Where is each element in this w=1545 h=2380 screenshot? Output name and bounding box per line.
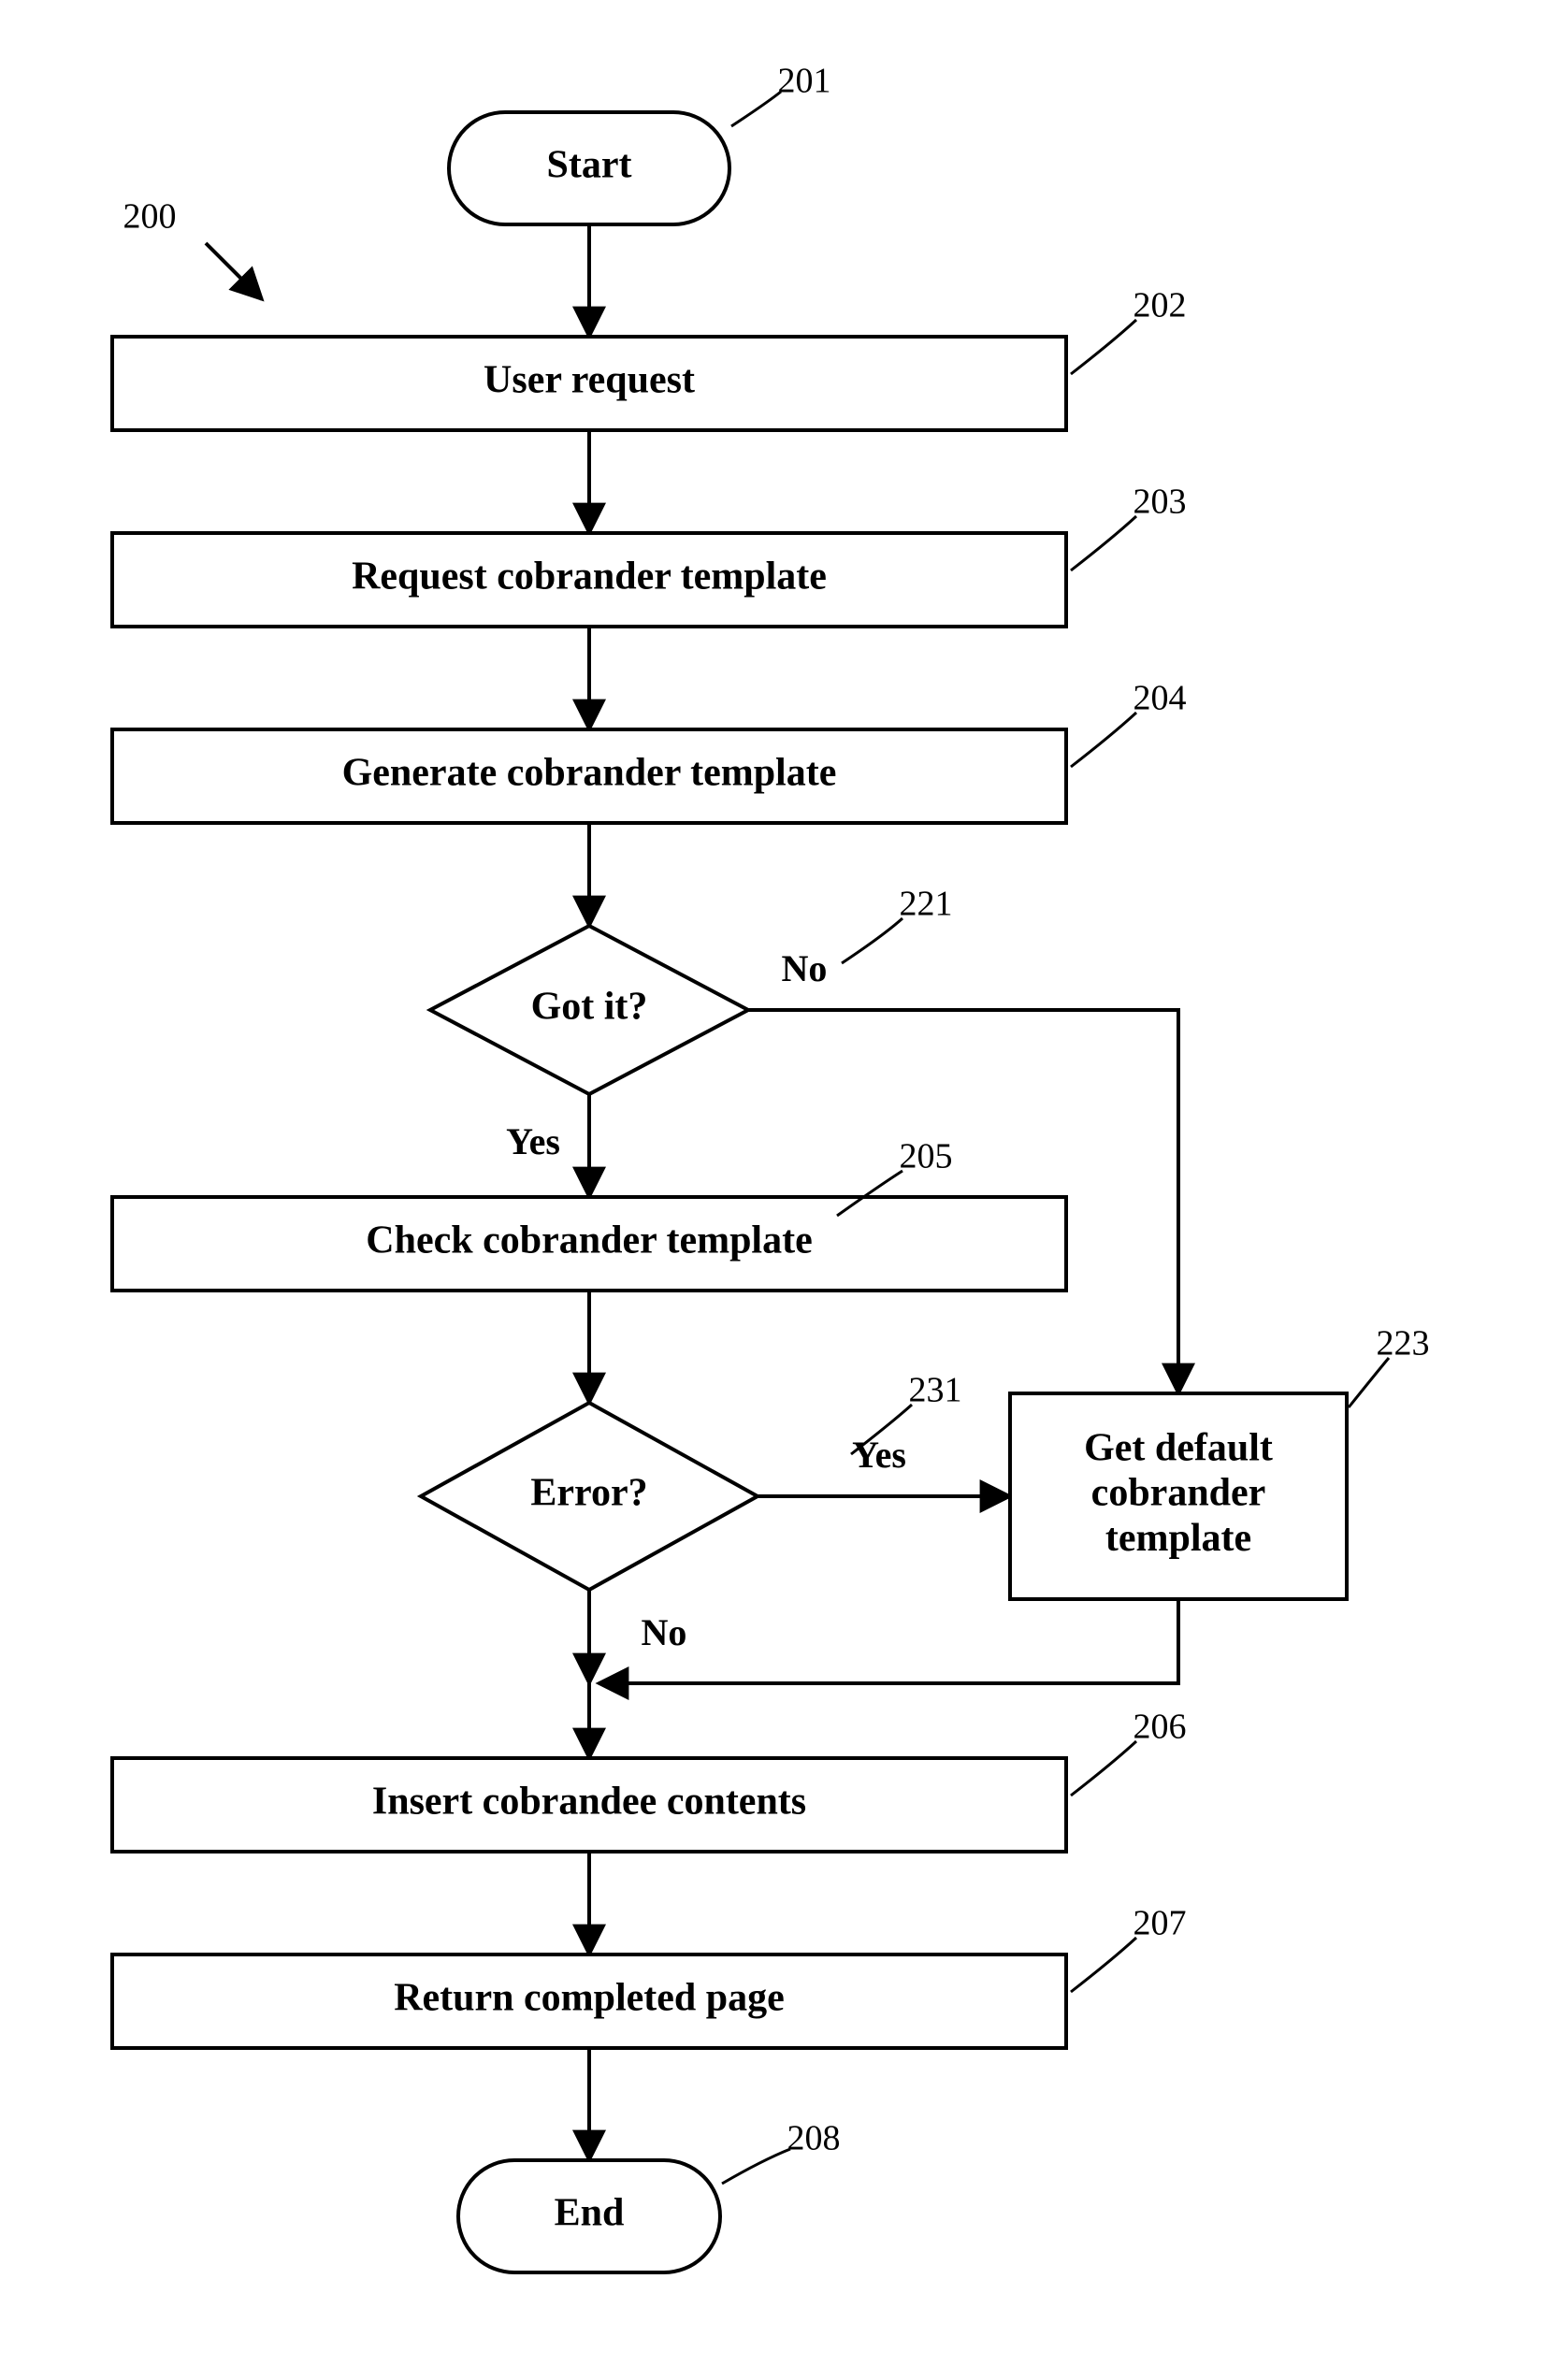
ref-223: 223 (1377, 1324, 1430, 1363)
ref-201: 201 (778, 62, 831, 101)
edge-label-221-223: No (782, 947, 828, 989)
node-label-208: End (555, 2192, 625, 2235)
node-label-223-line2: template (1105, 1517, 1251, 1560)
edge-label-231-merge: No (642, 1611, 687, 1653)
node-label-223-line1: cobrander (1091, 1472, 1266, 1515)
ref-202: 202 (1133, 286, 1187, 325)
node-label-205: Check cobrander template (366, 1219, 812, 1262)
ref-221: 221 (900, 885, 953, 924)
node-label-206: Insert cobrandee contents (372, 1781, 806, 1824)
figure-ref: 200 (123, 197, 177, 237)
edge-label-231-223: Yes (852, 1434, 906, 1476)
ref-207: 207 (1133, 1904, 1187, 1943)
node-label-204: Generate cobrander template (342, 752, 837, 795)
node-label-207: Return completed page (394, 1977, 785, 2020)
ref-208: 208 (787, 2119, 841, 2158)
node-label-201: Start (547, 144, 632, 187)
ref-206: 206 (1133, 1708, 1187, 1747)
flowchart-svg: Yes No Yes No Start 201 User request 202 Request… (0, 0, 1545, 2380)
node-label-203: Request cobrander template (352, 555, 827, 599)
ref-231: 231 (909, 1371, 962, 1410)
node-label-221: Got it? (531, 986, 648, 1029)
edge-label-221-205: Yes (506, 1120, 560, 1162)
node-label-202: User request (484, 359, 695, 402)
ref-204: 204 (1133, 679, 1187, 718)
node-label-223-line0: Get default (1084, 1426, 1273, 1469)
node-label-231: Error? (530, 1472, 647, 1515)
ref-203: 203 (1133, 483, 1187, 522)
ref-205: 205 (900, 1137, 953, 1176)
